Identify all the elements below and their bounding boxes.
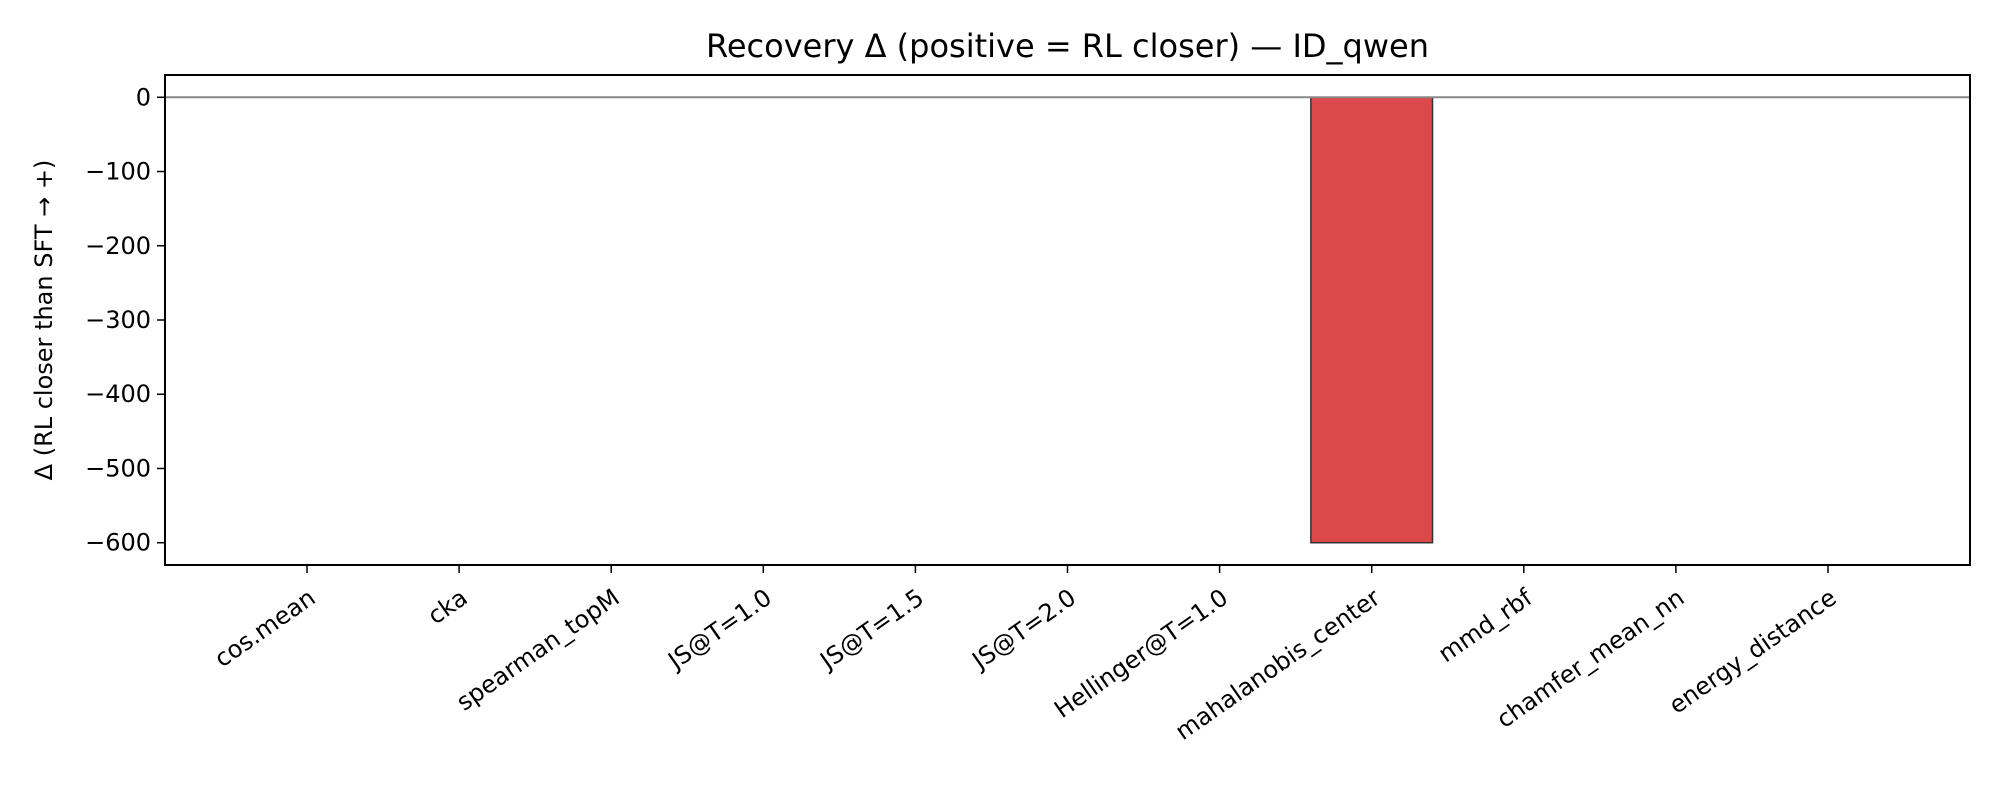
x-tick-label: mmd_rbf xyxy=(1433,583,1538,668)
x-tick-label: JS@T=2.0 xyxy=(966,583,1081,675)
x-tick-label: cka xyxy=(423,583,473,630)
y-ticks: 0 −100 −200 −300 −400 −500 −600 xyxy=(85,83,165,557)
bar-mahalanobis-center xyxy=(1310,96,1434,544)
y-axis-label: Δ (RL closer than SFT → +) xyxy=(30,160,58,481)
x-tick-label: JS@T=1.5 xyxy=(814,583,929,675)
x-tick-label: energy_distance xyxy=(1664,583,1842,719)
plot-frame xyxy=(164,74,1971,566)
y-tick-label: 0 xyxy=(136,83,151,111)
chart-title: Recovery Δ (positive = RL closer) — ID_q… xyxy=(706,27,1429,65)
y-tick-label: −400 xyxy=(85,380,151,408)
y-axis-label-group: Δ (RL closer than SFT → +) xyxy=(30,160,58,481)
x-tick-label: spearman_topM xyxy=(451,583,624,716)
bars xyxy=(1310,96,1434,544)
y-tick-label: −300 xyxy=(85,306,151,334)
x-tick-label: JS@T=1.0 xyxy=(661,583,776,675)
y-tick-label: −100 xyxy=(85,158,151,186)
y-tick-label: −200 xyxy=(85,232,151,260)
y-tick-label: −600 xyxy=(85,529,151,557)
y-tick-label: −500 xyxy=(85,454,151,482)
x-tick-label: cos.mean xyxy=(209,583,320,673)
